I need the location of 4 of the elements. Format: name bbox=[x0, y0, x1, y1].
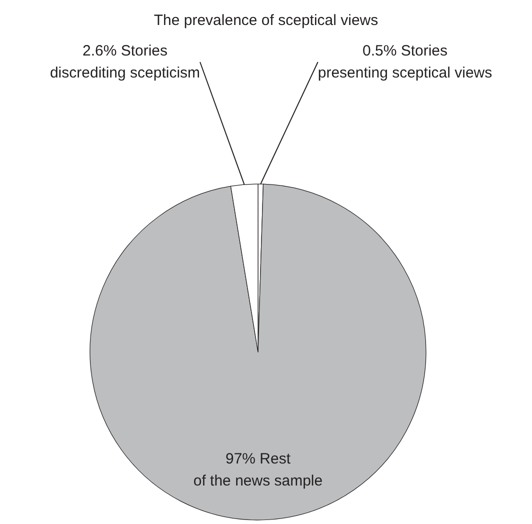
slice-label: 97% Rest of the news sample bbox=[193, 450, 323, 490]
slice-label: 0.5% Stories presenting sceptical views bbox=[318, 42, 492, 82]
slice-label: 2.6% Stories discrediting scepticism bbox=[50, 42, 200, 82]
chart-title: The prevalence of sceptical views bbox=[154, 12, 378, 29]
